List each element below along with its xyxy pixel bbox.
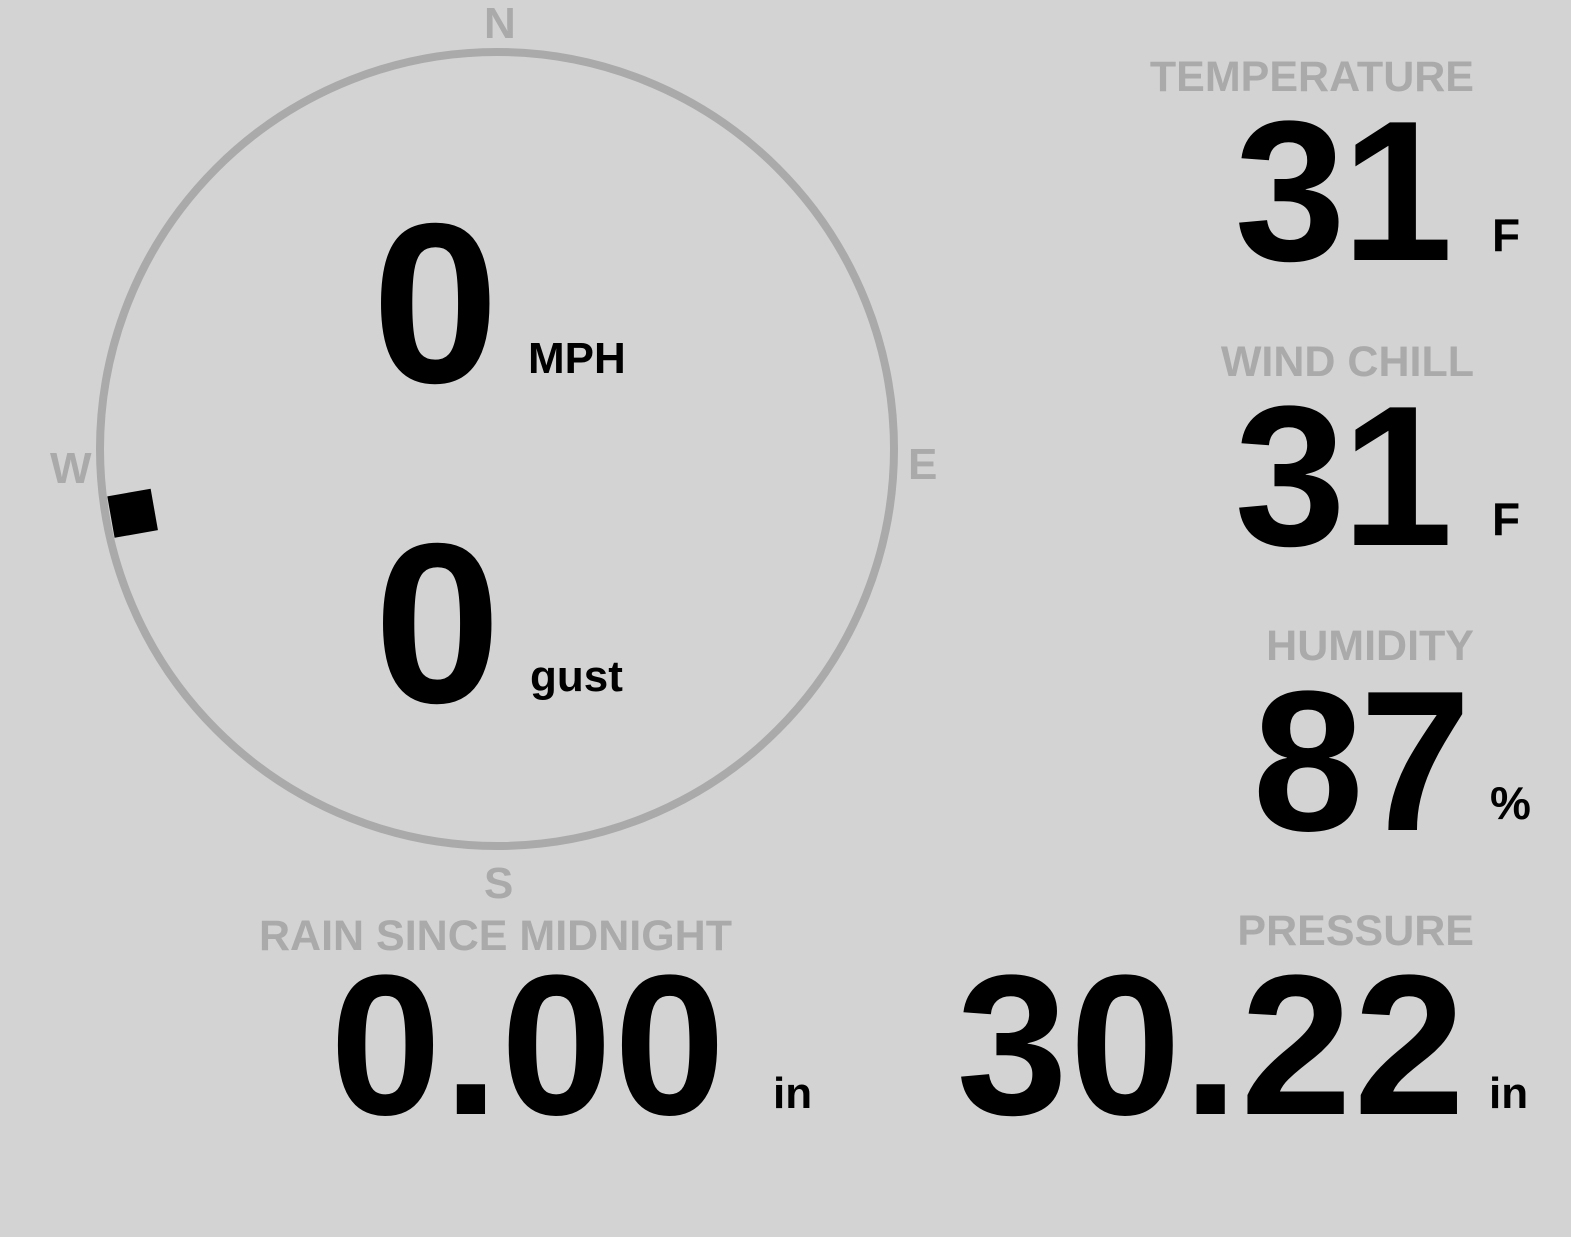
compass-ring: [96, 48, 898, 850]
wind-speed-value: 0: [372, 177, 499, 431]
pressure-label: PRESSURE: [1237, 907, 1474, 955]
humidity-value: 87: [1252, 650, 1471, 873]
humidity-unit: %: [1490, 777, 1531, 829]
rain-value: 0.00: [330, 934, 728, 1157]
humidity-label: HUMIDITY: [1266, 622, 1474, 670]
temperature-value: 31: [1234, 80, 1453, 303]
wind-speed-unit: MPH: [528, 334, 626, 383]
wind-gust-value: 0: [374, 497, 501, 751]
temperature-unit: F: [1492, 209, 1521, 261]
wind-chill-unit: F: [1492, 493, 1521, 545]
compass-north-label: N: [484, 0, 516, 48]
compass-south-label: S: [484, 859, 514, 908]
wind-gust-unit: gust: [530, 652, 623, 701]
wind-direction-marker: [107, 488, 158, 538]
rain-label: RAIN SINCE MIDNIGHT: [259, 912, 732, 960]
compass-east-label: E: [908, 440, 938, 489]
pressure-unit: in: [1489, 1069, 1529, 1118]
temperature-label: TEMPERATURE: [1149, 53, 1474, 101]
rain-unit: in: [773, 1069, 813, 1118]
pressure-value: 30.22: [956, 934, 1467, 1157]
wind-chill-value: 31: [1234, 365, 1453, 588]
compass-west-label: W: [50, 444, 92, 493]
wind-chill-label: WIND CHILL: [1220, 338, 1474, 386]
